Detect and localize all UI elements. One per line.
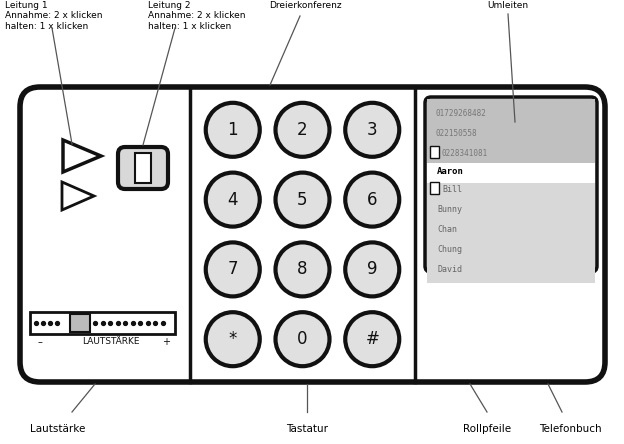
Text: 6: 6	[367, 190, 378, 209]
Bar	[430, 182, 439, 194]
Text: 8: 8	[297, 260, 308, 278]
Polygon shape	[488, 124, 532, 154]
Text: David: David	[437, 265, 462, 274]
Text: 1: 1	[227, 121, 238, 139]
Circle shape	[206, 312, 260, 366]
Text: 5: 5	[297, 190, 308, 209]
Circle shape	[206, 242, 260, 297]
Text: 022150558: 022150558	[435, 129, 477, 138]
Text: 9: 9	[367, 260, 378, 278]
Text: 2: 2	[297, 121, 308, 139]
Text: 01729268482: 01729268482	[435, 109, 486, 118]
Text: LAUTSTÄRKE: LAUTSTÄRKE	[82, 337, 139, 346]
Text: Chan: Chan	[437, 225, 457, 234]
FancyBboxPatch shape	[425, 97, 597, 272]
Bar	[427, 183, 595, 283]
Circle shape	[345, 103, 399, 157]
Text: *: *	[228, 330, 237, 348]
Bar	[427, 99, 595, 163]
Text: Dreierkonferenz: Dreierkonferenz	[269, 1, 341, 10]
Bar	[427, 163, 595, 183]
Circle shape	[276, 103, 329, 157]
Text: 3: 3	[367, 121, 378, 139]
Text: Aaron: Aaron	[437, 167, 464, 176]
Text: –: –	[38, 337, 43, 347]
Circle shape	[345, 173, 399, 226]
Text: Umleiten: Umleiten	[487, 1, 529, 10]
Circle shape	[345, 312, 399, 366]
Text: Bill: Bill	[442, 185, 462, 194]
Text: 0: 0	[297, 330, 308, 348]
FancyBboxPatch shape	[118, 147, 168, 189]
Text: 0228341081: 0228341081	[442, 149, 488, 158]
Bar	[430, 146, 439, 158]
Bar	[70, 314, 90, 332]
Circle shape	[206, 103, 260, 157]
FancyBboxPatch shape	[20, 87, 605, 382]
Text: Rollpfeile: Rollpfeile	[463, 424, 511, 434]
Bar	[135, 153, 151, 183]
Bar	[30, 312, 175, 334]
Text: Tastatur: Tastatur	[286, 424, 328, 434]
Text: Chung: Chung	[437, 245, 462, 254]
Text: Telefonbuch: Telefonbuch	[539, 424, 602, 434]
Text: 4: 4	[228, 190, 238, 209]
Text: Lautstärke: Lautstärke	[31, 424, 85, 434]
Text: Leitung 2
Annahme: 2 x klicken
halten: 1 x klicken: Leitung 2 Annahme: 2 x klicken halten: 1…	[148, 1, 245, 31]
Text: Leitung 1
Annahme: 2 x klicken
halten: 1 x klicken: Leitung 1 Annahme: 2 x klicken halten: 1…	[5, 1, 102, 31]
Text: +: +	[162, 337, 170, 347]
Text: #: #	[365, 330, 379, 348]
Circle shape	[276, 312, 329, 366]
Polygon shape	[62, 182, 94, 210]
Circle shape	[345, 242, 399, 297]
Text: Bunny: Bunny	[437, 205, 462, 214]
Text: 7: 7	[228, 260, 238, 278]
Circle shape	[206, 173, 260, 226]
Circle shape	[276, 173, 329, 226]
Polygon shape	[63, 140, 101, 172]
Circle shape	[276, 242, 329, 297]
